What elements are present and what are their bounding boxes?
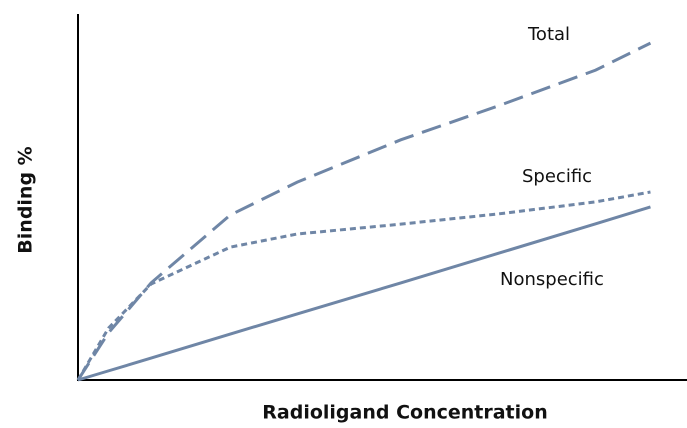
series-line [76, 41, 652, 381]
x-axis-title: Radioligand Concentration [262, 402, 547, 424]
series-label: Specific [522, 166, 592, 187]
series-label: Nonspecific [500, 269, 604, 290]
series-line [76, 190, 651, 381]
series-line [77, 205, 651, 382]
series-label: Total [527, 24, 570, 45]
y-axis-title: Binding % [15, 146, 37, 253]
